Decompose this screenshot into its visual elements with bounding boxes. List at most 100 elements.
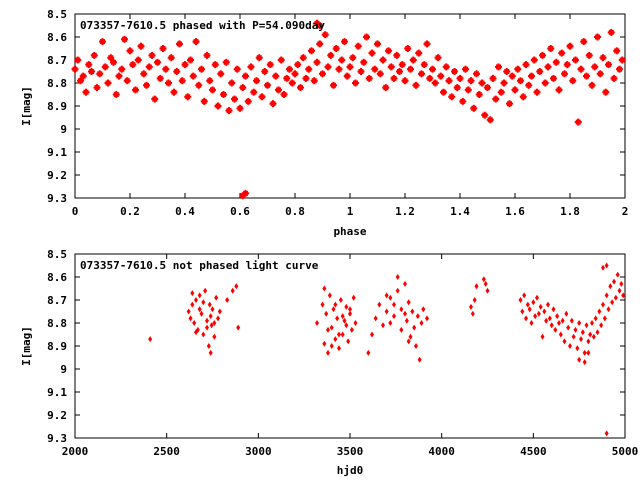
data-point bbox=[214, 102, 222, 110]
data-point bbox=[346, 338, 351, 345]
chart-title-phased: 073357-7610.5 phased with P=54.090day bbox=[80, 19, 325, 32]
data-point bbox=[206, 343, 211, 349]
data-point bbox=[247, 63, 255, 71]
data-point bbox=[324, 63, 332, 71]
data-point bbox=[602, 88, 610, 96]
data-point bbox=[101, 63, 109, 71]
data-point bbox=[188, 315, 193, 322]
x-tick-label: 2500 bbox=[153, 445, 180, 458]
data-point bbox=[140, 70, 148, 78]
data-point bbox=[533, 313, 538, 320]
data-point bbox=[342, 317, 347, 324]
data-point bbox=[93, 84, 101, 92]
data-point bbox=[533, 88, 541, 96]
data-point bbox=[555, 313, 560, 320]
data-point bbox=[217, 308, 222, 315]
data-point bbox=[580, 38, 588, 46]
data-point bbox=[597, 308, 602, 315]
data-point bbox=[407, 65, 414, 73]
data-point bbox=[593, 315, 598, 322]
data-point bbox=[208, 313, 213, 320]
data-point bbox=[547, 45, 555, 52]
x-tick-label: 5000 bbox=[612, 445, 639, 458]
data-point bbox=[571, 333, 576, 340]
y-tick-label: 9.3 bbox=[47, 192, 67, 205]
data-point bbox=[206, 77, 214, 85]
data-point bbox=[335, 315, 340, 322]
data-point bbox=[348, 306, 352, 313]
data-point bbox=[288, 79, 296, 87]
data-point bbox=[404, 317, 409, 324]
data-point bbox=[310, 77, 318, 85]
data-point bbox=[286, 65, 293, 73]
data-point bbox=[434, 54, 442, 62]
data-point bbox=[236, 104, 244, 112]
x-tick-label: 1.4 bbox=[450, 205, 470, 218]
data-points-phased bbox=[71, 19, 626, 200]
data-point bbox=[408, 333, 413, 340]
data-point bbox=[473, 70, 480, 78]
data-point bbox=[417, 356, 422, 363]
y-tick-label: 8.7 bbox=[47, 294, 67, 307]
data-point bbox=[225, 297, 230, 303]
data-point bbox=[610, 74, 618, 82]
data-point bbox=[550, 74, 557, 82]
data-point bbox=[599, 54, 607, 62]
data-point bbox=[399, 306, 404, 313]
data-point bbox=[205, 317, 209, 324]
data-point bbox=[588, 81, 596, 89]
data-point bbox=[346, 63, 354, 71]
data-point bbox=[535, 294, 539, 301]
data-point bbox=[618, 56, 626, 64]
x-tick-label: 3000 bbox=[245, 445, 272, 458]
data-point bbox=[582, 349, 587, 356]
data-point bbox=[214, 294, 219, 301]
data-point bbox=[544, 317, 549, 324]
data-point bbox=[569, 77, 577, 85]
data-point bbox=[329, 343, 334, 349]
data-point bbox=[365, 74, 373, 82]
y-tick-label: 9 bbox=[60, 123, 67, 136]
data-point bbox=[343, 72, 351, 80]
data-point bbox=[500, 79, 508, 87]
data-point bbox=[192, 320, 197, 326]
data-point bbox=[353, 320, 358, 326]
data-point bbox=[410, 308, 415, 315]
data-point bbox=[216, 315, 220, 322]
data-point bbox=[558, 49, 566, 57]
data-point bbox=[242, 189, 249, 197]
data-point bbox=[354, 42, 362, 50]
data-point bbox=[154, 58, 161, 66]
data-point bbox=[474, 283, 479, 290]
y-tick-label: 9 bbox=[60, 363, 67, 376]
data-point bbox=[489, 74, 497, 82]
data-point bbox=[349, 326, 354, 333]
data-point bbox=[575, 345, 580, 352]
data-point bbox=[572, 56, 579, 64]
data-point bbox=[222, 58, 230, 66]
x-tick-label: 0.6 bbox=[230, 205, 250, 218]
data-point bbox=[151, 95, 159, 103]
data-point bbox=[313, 19, 321, 27]
data-point bbox=[387, 63, 395, 71]
data-point bbox=[483, 280, 488, 287]
data-point bbox=[522, 292, 527, 299]
data-point bbox=[542, 308, 547, 315]
data-point bbox=[511, 86, 519, 94]
data-point bbox=[107, 54, 115, 62]
data-point bbox=[616, 65, 623, 73]
x-tick-label: 0.4 bbox=[175, 205, 195, 218]
data-point bbox=[291, 70, 299, 78]
data-point bbox=[184, 93, 192, 101]
y-tick-label: 8.5 bbox=[47, 8, 67, 21]
data-point bbox=[557, 320, 561, 326]
data-point bbox=[159, 45, 167, 52]
data-point bbox=[126, 47, 134, 55]
data-point bbox=[566, 324, 571, 331]
data-point bbox=[266, 61, 274, 69]
data-point bbox=[329, 324, 334, 331]
y-tick-label: 8.8 bbox=[47, 317, 67, 330]
data-point bbox=[503, 68, 511, 75]
data-point bbox=[190, 301, 195, 308]
data-point bbox=[134, 56, 142, 64]
